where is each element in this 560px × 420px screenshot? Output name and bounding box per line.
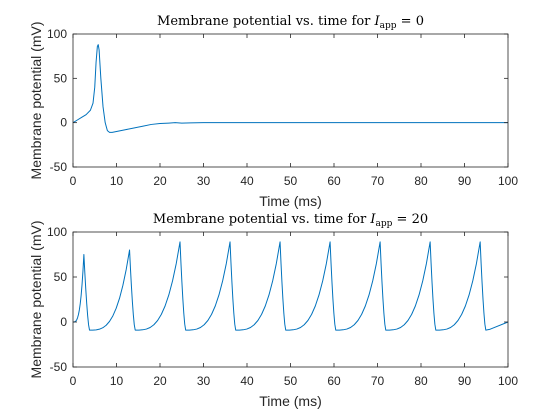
chart-title-part: app [380, 21, 397, 31]
chart-title-part: app [376, 219, 393, 229]
chart-title: Membrane potential vs. time for Iapp = 2… [153, 212, 428, 229]
chart-title-part: I [369, 212, 376, 227]
x-tick-label: 100 [498, 374, 518, 388]
x-tick-label: 60 [327, 174, 341, 188]
chart-title: Membrane potential vs. time for Iapp = 0 [157, 14, 424, 31]
chart-title-part: I [374, 14, 381, 29]
x-tick-label: 60 [327, 374, 341, 388]
chart-title-part: Membrane potential vs. time for [157, 14, 374, 29]
x-tick-label: 100 [498, 174, 518, 188]
y-tick-label: 0 [60, 315, 67, 329]
y-tick-label: 100 [47, 27, 67, 41]
x-tick-label: 20 [153, 374, 167, 388]
x-tick-label: 10 [110, 174, 124, 188]
y-tick-label: 50 [54, 270, 68, 284]
y-tick-label: 0 [60, 116, 67, 130]
x-tick-label: 70 [371, 374, 385, 388]
x-tick-label: 80 [414, 174, 428, 188]
x-tick-label: 10 [110, 374, 124, 388]
x-tick-label: 40 [240, 374, 254, 388]
x-tick-label: 90 [458, 374, 472, 388]
y-tick-label: 50 [54, 71, 68, 85]
x-tick-label: 40 [240, 174, 254, 188]
chart-title-part: = 0 [397, 14, 424, 29]
membrane-potential-line [72, 44, 508, 133]
x-axis-label: Time (ms) [259, 193, 321, 209]
y-tick-label: 100 [47, 225, 67, 239]
x-tick-label: 0 [70, 174, 77, 188]
x-tick-label: 30 [197, 374, 211, 388]
x-tick-label: 0 [70, 374, 77, 388]
chart-title-part: Membrane potential vs. time for [153, 212, 370, 227]
x-tick-label: 50 [284, 174, 298, 188]
y-tick-label: -50 [50, 360, 68, 374]
chart-title-part: = 20 [392, 212, 428, 227]
x-tick-label: 20 [153, 174, 167, 188]
membrane-potential-line [72, 241, 509, 331]
y-axis-label: Membrane potential (mV) [28, 221, 44, 379]
plot-area [73, 34, 508, 167]
x-tick-label: 90 [458, 174, 472, 188]
plot-area [73, 232, 508, 367]
x-tick-label: 30 [197, 174, 211, 188]
y-axis-label: Membrane potential (mV) [28, 22, 44, 180]
x-tick-label: 70 [371, 174, 385, 188]
x-tick-label: 80 [414, 374, 428, 388]
x-axis-label: Time (ms) [259, 393, 321, 409]
x-tick-label: 50 [284, 374, 298, 388]
y-tick-label: -50 [50, 160, 68, 174]
